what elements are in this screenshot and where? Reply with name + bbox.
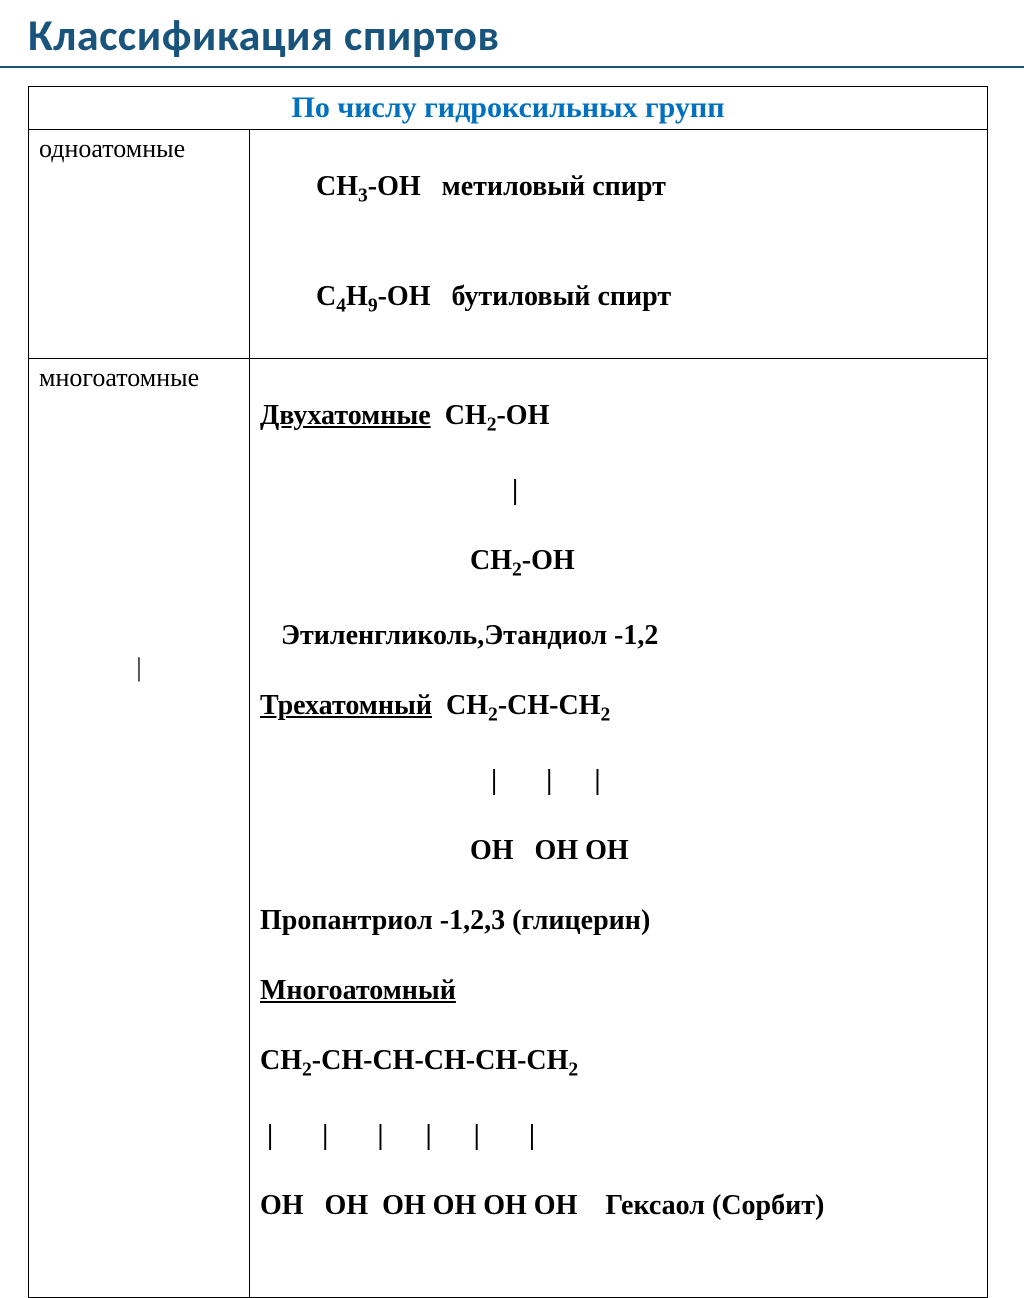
poly-name: Гексаол (Сорбит) — [605, 1190, 824, 1221]
sub: 9 — [368, 296, 378, 317]
stray-bar: | — [39, 653, 239, 683]
txt: C — [316, 281, 336, 312]
triatomic-block: Трехатомный CH2-CH-CH2 — [260, 688, 977, 728]
polyatomic-content: Двухатомные CH2-OH | CH2-OH Этиленгликол… — [250, 359, 988, 1298]
diatomic-bond: | — [260, 473, 977, 508]
monoatomic-content: CH3-OH метиловый спирт C4H9-OH бутиловый… — [250, 130, 988, 359]
txt: OH OH OH OH OH OH — [260, 1190, 605, 1221]
sub: 2 — [512, 560, 522, 581]
txt: H — [346, 281, 368, 312]
sub: 2 — [302, 1060, 312, 1081]
sub: 3 — [358, 186, 368, 207]
poly-bond: | | | | | | — [260, 1118, 977, 1153]
monoatomic-label: одноатомные — [29, 130, 250, 359]
txt: -CH-CH — [498, 690, 601, 721]
txt: CH — [316, 171, 358, 202]
triatomic-label: Трехатомный — [260, 690, 432, 721]
slide-title: Классификация спиртов — [0, 0, 1024, 68]
triatomic-bond: | | | — [260, 763, 977, 798]
butanol-line: C4H9-OH бутиловый спирт — [260, 244, 977, 354]
sub: 2 — [487, 415, 497, 436]
txt: CH — [432, 690, 488, 721]
diatomic-line2: CH2-OH — [260, 543, 977, 583]
triatomic-name: Пропантриол -1,2,3 (глицерин) — [260, 903, 977, 938]
classification-table: По числу гидроксильных групп одноатомные… — [28, 86, 988, 1298]
row-monoatomic: одноатомные CH3-OH метиловый спирт C4H9-… — [29, 130, 988, 359]
methanol-line: CH3-OH метиловый спирт — [260, 134, 977, 244]
txt: -OH — [522, 545, 575, 576]
txt: CH — [260, 545, 512, 576]
table-header-row: По числу гидроксильных групп — [29, 87, 988, 130]
poly-label: Многоатомный — [260, 973, 977, 1008]
txt: Многоатомный — [260, 975, 456, 1006]
poly-oh: OH OH OH OH OH OH Гексаол (Сорбит) — [260, 1188, 977, 1223]
txt: -OH метиловый спирт — [368, 171, 666, 202]
polyatomic-label: многоатомные | — [29, 359, 250, 1298]
diatomic-name: Этиленгликоль,Этандиол -1,2 — [260, 618, 977, 653]
sub: 2 — [488, 705, 498, 726]
txt: -OH — [496, 400, 549, 431]
txt: -OH бутиловый спирт — [378, 281, 671, 312]
diatomic-label: Двухатомные — [260, 400, 431, 431]
txt: многоатомные — [39, 363, 199, 392]
sub: 2 — [600, 705, 610, 726]
row-polyatomic: многоатомные | Двухатомные CH2-OH | CH2-… — [29, 359, 988, 1298]
table-header: По числу гидроксильных групп — [29, 87, 988, 130]
triatomic-oh: OH OH OH — [260, 833, 977, 868]
sub: 2 — [568, 1060, 578, 1081]
poly-formula: CH2-CH-CH-CH-CH-CH2 — [260, 1043, 977, 1083]
diatomic-block: Двухатомные CH2-OH — [260, 398, 977, 438]
sub: 4 — [336, 296, 346, 317]
txt: CH — [431, 400, 487, 431]
txt: -CH-CH-CH-CH-CH — [312, 1045, 569, 1076]
txt: CH — [260, 1045, 302, 1076]
